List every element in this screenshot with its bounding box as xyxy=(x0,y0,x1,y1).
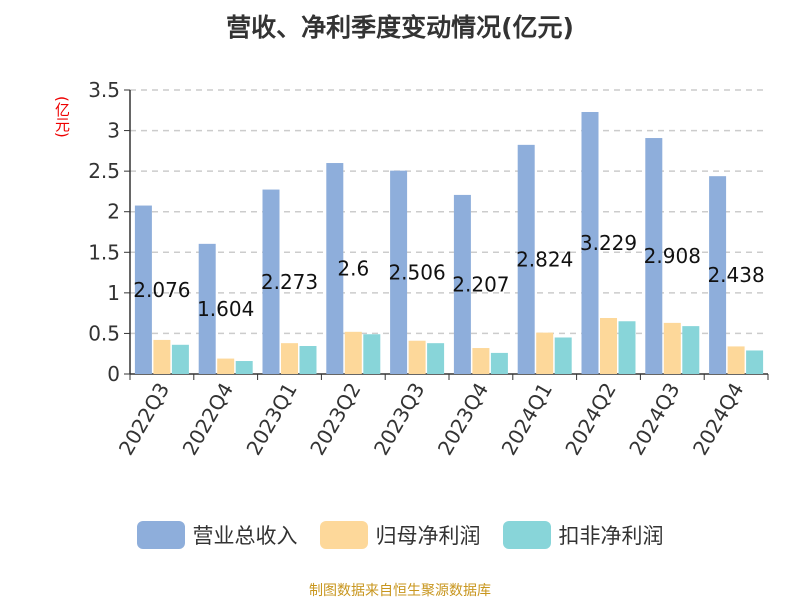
bar-revenue xyxy=(645,138,663,374)
bar-revenue xyxy=(517,144,535,374)
bar-revenue xyxy=(709,176,727,374)
bar-revenue xyxy=(390,170,408,374)
y-tick-label: 1.5 xyxy=(88,240,120,264)
y-tick-label: 1 xyxy=(107,281,120,305)
y-tick-label: 2.5 xyxy=(88,159,120,183)
data-label: 2.438 xyxy=(707,263,764,287)
bar-revenue xyxy=(134,205,152,374)
y-tick-label: 3 xyxy=(107,119,120,143)
data-label: 2.273 xyxy=(261,270,318,294)
bar-net-profit xyxy=(408,340,426,374)
bar-net-profit xyxy=(600,318,617,374)
chart-title: 营收、净利季度变动情况(亿元) xyxy=(226,13,574,42)
bar-deducted-profit xyxy=(427,343,445,374)
legend-swatch xyxy=(319,521,368,549)
bar-revenue xyxy=(198,243,216,374)
x-tick-label: 2022Q3 xyxy=(114,379,174,460)
legend-swatch xyxy=(502,521,551,549)
y-tick-label: 2 xyxy=(107,200,120,224)
x-tick-label: 2023Q1 xyxy=(241,379,301,460)
data-label: 2.207 xyxy=(452,272,509,296)
bar-revenue xyxy=(326,163,344,374)
bar-deducted-profit xyxy=(299,346,317,374)
bar-revenue xyxy=(581,111,599,374)
legend-item-net-profit[interactable]: 归母净利润 xyxy=(319,520,481,550)
legend: 营业总收入 归母净利润 扣非净利润 xyxy=(0,520,800,550)
legend-item-revenue[interactable]: 营业总收入 xyxy=(136,520,298,550)
legend-label: 扣非净利润 xyxy=(558,524,664,548)
bar-deducted-profit xyxy=(554,337,572,374)
source-note: 制图数据来自恒生聚源数据库 xyxy=(309,583,491,599)
data-label: 2.824 xyxy=(516,247,573,271)
x-tick-label: 2024Q1 xyxy=(497,379,557,460)
bar-net-profit xyxy=(727,346,745,374)
bar-revenue xyxy=(262,189,280,374)
x-tick-label: 2023Q3 xyxy=(369,379,429,460)
x-tick-label: 2023Q2 xyxy=(305,379,365,460)
data-label: 3.229 xyxy=(580,231,637,255)
bar-net-profit xyxy=(217,358,235,374)
y-tick-label: 0 xyxy=(107,362,120,386)
bar-net-profit xyxy=(472,348,490,374)
bar-deducted-profit xyxy=(746,350,764,374)
legend-swatch xyxy=(136,521,185,549)
bar-net-profit xyxy=(153,339,171,374)
x-tick-label: 2024Q4 xyxy=(688,379,748,460)
bar-net-profit xyxy=(536,332,554,374)
bar-revenue xyxy=(453,194,471,374)
data-label: 2.908 xyxy=(644,244,701,268)
bar-deducted-profit xyxy=(618,321,636,374)
bar-deducted-profit xyxy=(235,361,253,374)
bar-deducted-profit xyxy=(363,334,381,374)
legend-label: 归母净利润 xyxy=(375,524,481,548)
x-tick-label: 2024Q3 xyxy=(624,379,684,460)
bar-net-profit xyxy=(281,343,298,374)
x-tick-label: 2022Q4 xyxy=(178,379,238,460)
bar-net-profit xyxy=(344,331,362,374)
data-label: 1.604 xyxy=(197,297,254,321)
y-axis-label: (亿元) xyxy=(53,96,71,138)
data-label: 2.6 xyxy=(337,257,369,281)
legend-label: 营业总收入 xyxy=(192,524,298,548)
x-tick-label: 2024Q2 xyxy=(560,379,620,460)
legend-item-deducted-profit[interactable]: 扣非净利润 xyxy=(502,520,664,550)
bar-deducted-profit xyxy=(490,352,508,374)
y-tick-label: 0.5 xyxy=(88,321,120,345)
data-label: 2.506 xyxy=(388,260,445,284)
bar-deducted-profit xyxy=(171,344,189,374)
bar-net-profit xyxy=(663,322,681,374)
y-tick-label: 3.5 xyxy=(88,78,120,102)
bar-deducted-profit xyxy=(682,326,700,374)
x-tick-label: 2023Q4 xyxy=(433,379,493,460)
data-label: 2.076 xyxy=(133,278,190,302)
